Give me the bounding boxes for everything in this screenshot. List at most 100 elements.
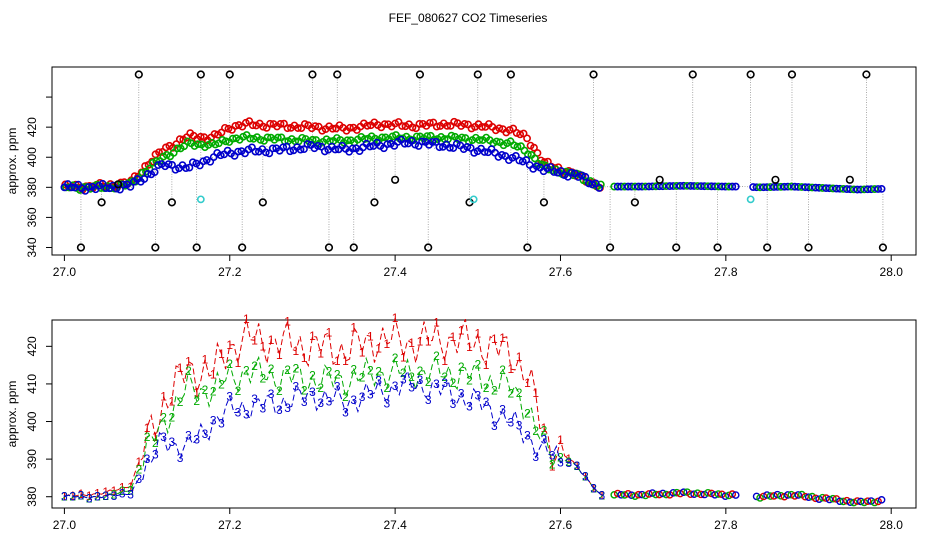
series-3-marker: 3 bbox=[516, 419, 523, 433]
tail-point bbox=[659, 489, 667, 498]
tail-point bbox=[773, 490, 782, 499]
series-3-marker: 3 bbox=[598, 488, 605, 502]
series-1-point bbox=[408, 123, 417, 132]
series-1-marker: 1 bbox=[218, 347, 225, 361]
series-3-marker: 3 bbox=[259, 402, 266, 416]
series-2-marker: 2 bbox=[541, 424, 548, 438]
series-3-marker: 3 bbox=[202, 427, 209, 441]
raw-point bbox=[349, 243, 358, 252]
chart-1-y-tick-label: 410 bbox=[25, 374, 39, 394]
series-2-marker: 2 bbox=[235, 384, 242, 398]
series-2-point bbox=[475, 136, 484, 144]
series-1-point bbox=[450, 117, 459, 126]
calibration-point bbox=[196, 195, 205, 204]
series-3-point bbox=[543, 164, 551, 173]
series-1-marker: 1 bbox=[259, 339, 266, 353]
series-2-line bbox=[64, 354, 603, 499]
tail-point bbox=[846, 498, 855, 506]
series-3-point bbox=[546, 163, 555, 171]
tail-point bbox=[759, 492, 768, 501]
tail-point bbox=[801, 492, 810, 501]
series-3-point bbox=[268, 144, 277, 153]
tail-point bbox=[624, 490, 632, 498]
tail-point bbox=[634, 490, 643, 499]
series-3-marker: 3 bbox=[111, 489, 118, 503]
raw-point bbox=[589, 70, 598, 79]
series-2-point bbox=[412, 132, 421, 141]
series-3-marker: 3 bbox=[309, 385, 316, 399]
series-3-marker: 3 bbox=[78, 488, 85, 502]
tail-point bbox=[843, 496, 851, 505]
raw-point bbox=[630, 198, 639, 207]
series-3-marker: 3 bbox=[61, 490, 68, 504]
series-3-point bbox=[119, 180, 128, 189]
chart-1-x-tick-label: 27.4 bbox=[383, 518, 407, 532]
raw-point bbox=[424, 243, 433, 252]
series-3-point bbox=[265, 149, 274, 158]
tail-point bbox=[766, 492, 775, 500]
series-1-marker: 1 bbox=[499, 331, 506, 345]
series-2-marker: 2 bbox=[218, 377, 225, 391]
tail-point bbox=[756, 494, 764, 502]
tail-point bbox=[818, 493, 827, 502]
series-2-marker: 2 bbox=[499, 363, 506, 377]
series-1-marker: 1 bbox=[127, 480, 134, 494]
series-2-marker: 2 bbox=[367, 363, 374, 377]
series-3-marker: 3 bbox=[565, 456, 572, 470]
series-2-point bbox=[228, 134, 237, 143]
series-1-point bbox=[363, 121, 372, 130]
series-2-marker: 2 bbox=[259, 372, 266, 386]
series-2-marker: 2 bbox=[144, 430, 151, 444]
tail-point bbox=[811, 494, 820, 503]
series-2-point bbox=[378, 133, 386, 142]
tail-point bbox=[627, 491, 636, 499]
series-2-marker: 2 bbox=[557, 451, 564, 465]
series-2-marker: 2 bbox=[135, 463, 142, 477]
tail-point bbox=[721, 492, 730, 501]
series-2-marker: 2 bbox=[458, 360, 465, 374]
tail-point bbox=[631, 492, 639, 501]
tail-point bbox=[850, 498, 858, 507]
series-1-marker: 1 bbox=[466, 340, 473, 354]
series-1-marker: 1 bbox=[384, 337, 391, 351]
series-1-marker: 1 bbox=[474, 327, 481, 341]
series-3-point bbox=[261, 148, 270, 157]
series-1-marker: 1 bbox=[102, 485, 109, 499]
series-1-point bbox=[283, 124, 292, 133]
series-3-marker: 3 bbox=[317, 396, 324, 410]
series-1-marker: 1 bbox=[226, 338, 233, 352]
series-2-marker: 2 bbox=[309, 369, 316, 383]
series-2-marker: 2 bbox=[293, 362, 300, 376]
series-2-marker: 2 bbox=[532, 424, 539, 438]
raw-point bbox=[878, 243, 888, 252]
series-1-point bbox=[425, 119, 434, 127]
series-2-marker: 2 bbox=[400, 366, 407, 380]
series-3-marker: 3 bbox=[284, 401, 291, 415]
tail-point bbox=[725, 491, 733, 500]
series-1-point bbox=[311, 122, 320, 131]
series-2-marker: 2 bbox=[598, 488, 605, 502]
series-3-point bbox=[185, 163, 194, 172]
series-1-marker: 1 bbox=[268, 333, 275, 347]
raw-point bbox=[473, 70, 482, 79]
series-3-point bbox=[279, 143, 288, 152]
tail-point bbox=[662, 490, 671, 499]
series-2-marker: 2 bbox=[284, 363, 291, 377]
series-1-marker: 1 bbox=[483, 358, 490, 372]
series-1-marker: 1 bbox=[135, 455, 142, 469]
tail-point bbox=[686, 490, 695, 499]
series-3-point bbox=[588, 180, 597, 189]
tail-point bbox=[728, 182, 737, 191]
series-2-marker: 2 bbox=[375, 364, 382, 378]
series-3-point bbox=[581, 172, 590, 181]
series-3-marker: 3 bbox=[541, 432, 548, 446]
chart-0-y-tick-label: 420 bbox=[25, 117, 39, 137]
tail-point bbox=[676, 489, 684, 498]
series-1-point bbox=[432, 122, 441, 131]
series-3-marker: 3 bbox=[169, 435, 176, 449]
series-3-point bbox=[432, 138, 440, 146]
chart-1-y-tick-label: 380 bbox=[25, 486, 39, 506]
raw-point bbox=[688, 70, 697, 79]
series-1-point bbox=[300, 120, 309, 128]
raw-point bbox=[391, 175, 400, 184]
